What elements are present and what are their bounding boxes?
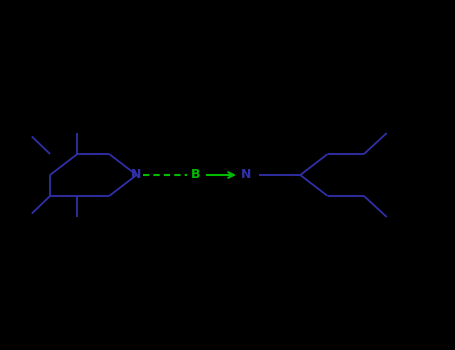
Text: N: N <box>241 168 251 182</box>
Text: N: N <box>131 168 142 182</box>
Text: B: B <box>191 168 200 182</box>
